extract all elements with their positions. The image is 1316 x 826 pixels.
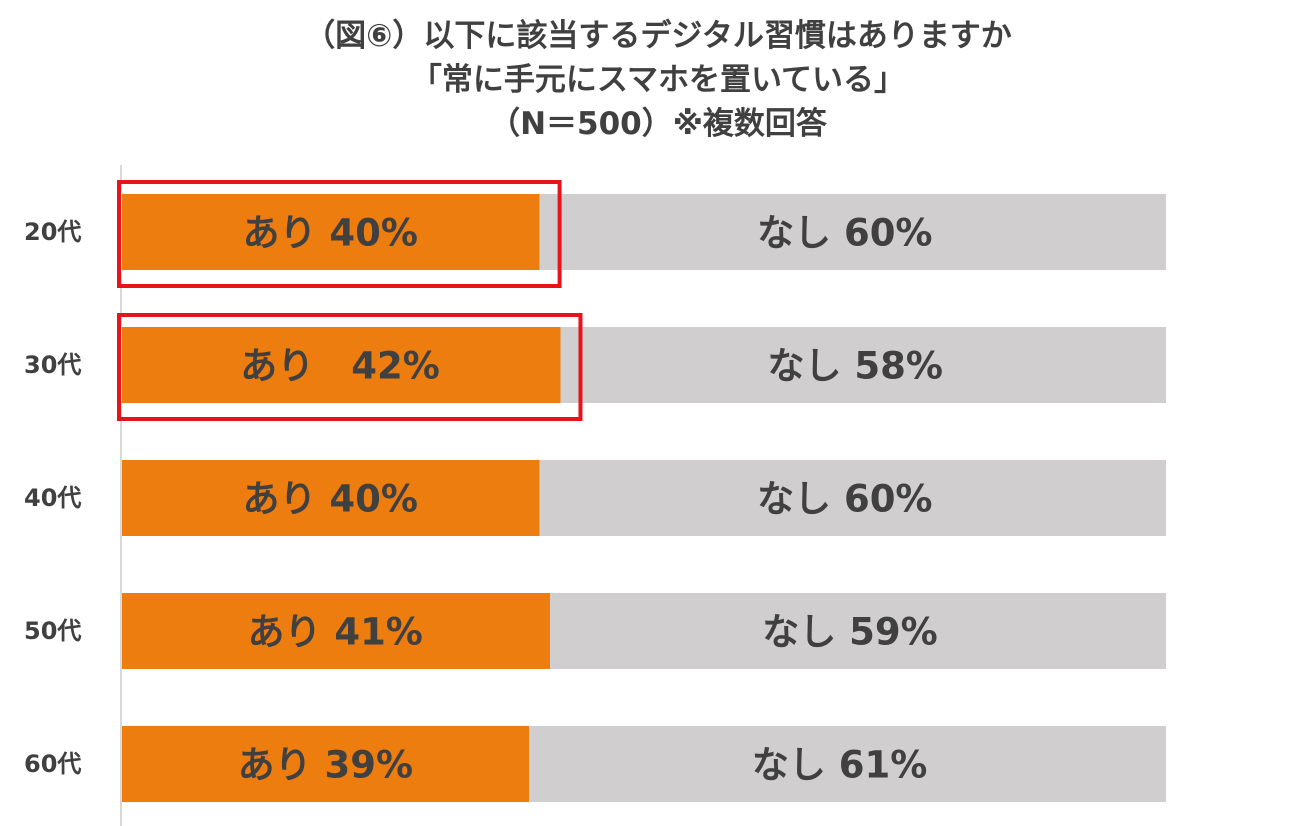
category-label: 20代 [24,218,81,246]
category-label: 60代 [24,750,81,778]
bar-segment-yes [122,327,561,403]
highlight-box [117,180,562,288]
data-label-yes: あり 39% [238,744,413,787]
bar-segment-no [560,327,1166,403]
title-line-2: 「常に手元にスマホを置いている」 [410,62,906,98]
bar-segment-yes [122,593,551,669]
data-label-no: なし 60% [757,478,932,521]
data-label-yes: あり 41% [247,611,422,654]
bar-segment-no [539,460,1166,536]
bar-segment-no [550,593,1166,669]
bar-segment-yes [122,726,530,802]
bar-segment-no [539,194,1166,270]
chart-title: （図⑥）以下に該当するデジタル習慣はありますか 「常に手元にスマホを置いている」… [0,14,1316,146]
data-label-yes: あり 40% [243,478,418,521]
bars-layer [122,194,1166,802]
bar-segment-no [529,726,1166,802]
data-label-yes: あり 40% [243,212,418,255]
bar-segment-yes [122,460,540,536]
data-label-yes: あり 42% [240,345,440,388]
category-label: 50代 [24,617,81,645]
data-label-no: なし 60% [757,212,932,255]
title-line-1: （図⑥）以下に該当するデジタル習慣はありますか [304,18,1012,54]
highlight-layer [117,180,583,421]
category-label: 30代 [24,351,81,379]
data-label-no: なし 59% [762,611,937,654]
data-label-no: なし 61% [752,744,927,787]
labels-layer: 20代 あり 40% なし 60%30代 あり 42% なし 58%40代 あり 40% な… [24,212,943,787]
title-line-3: （N＝500）※複数回答 [489,106,827,142]
bar-segment-yes [122,194,540,270]
highlight-box [117,313,583,421]
data-label-no: なし 58% [768,345,943,388]
category-label: 40代 [24,484,81,512]
